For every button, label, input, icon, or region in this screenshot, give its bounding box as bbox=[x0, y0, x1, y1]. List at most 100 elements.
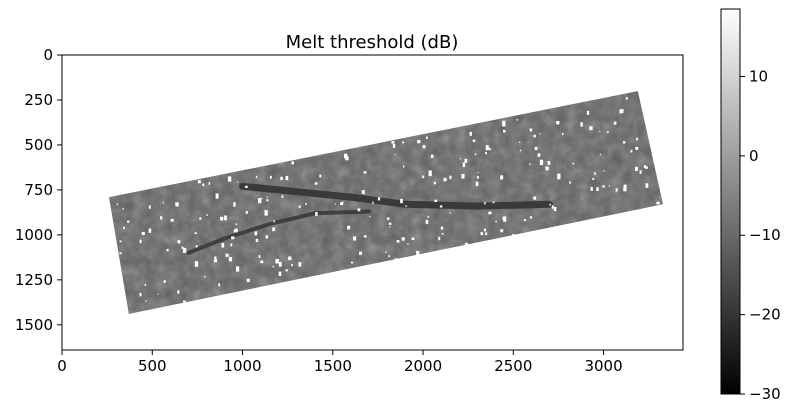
nodata-speckle bbox=[233, 202, 236, 207]
nodata-speckle bbox=[529, 163, 531, 166]
nodata-speckle bbox=[254, 231, 258, 236]
nodata-speckle bbox=[278, 271, 282, 276]
nodata-speckle bbox=[407, 243, 409, 245]
y-axis: 0 250 500 750 1000 1250 1500 bbox=[15, 46, 62, 334]
nodata-speckle bbox=[480, 232, 483, 236]
nodata-speckle bbox=[255, 175, 258, 178]
y-tick-label: 1250 bbox=[15, 271, 53, 289]
nodata-speckle bbox=[623, 184, 627, 188]
nodata-speckle bbox=[530, 216, 532, 219]
y-tick-label: 750 bbox=[24, 181, 53, 199]
nodata-speckle bbox=[586, 110, 590, 115]
nodata-speckle bbox=[625, 97, 628, 100]
colorbar-tick-label: −20 bbox=[749, 306, 781, 324]
nodata-speckle bbox=[440, 226, 444, 230]
nodata-speckle bbox=[272, 265, 275, 268]
x-tick-label: 0 bbox=[57, 357, 67, 375]
nodata-speckle bbox=[464, 158, 468, 163]
colorbar-gradient bbox=[720, 8, 741, 395]
nodata-speckle bbox=[645, 166, 648, 169]
nodata-speckle bbox=[369, 215, 371, 218]
nodata-speckle bbox=[127, 220, 130, 223]
nodata-speckle bbox=[503, 129, 506, 133]
x-tick-label: 500 bbox=[138, 357, 167, 375]
nodata-speckle bbox=[266, 196, 268, 198]
nodata-speckle bbox=[589, 126, 593, 131]
nodata-speckle bbox=[539, 133, 541, 135]
nodata-speckle bbox=[281, 195, 284, 198]
nodata-speckle bbox=[148, 205, 151, 209]
chart-title: Melt threshold (dB) bbox=[286, 32, 459, 53]
nodata-speckle bbox=[265, 235, 269, 239]
nodata-speckle bbox=[623, 187, 627, 192]
colorbar: 10 0 −10 −20 −30 bbox=[720, 8, 781, 403]
nodata-speckle bbox=[123, 226, 125, 229]
nodata-speckle bbox=[340, 202, 344, 206]
nodata-speckle bbox=[439, 205, 443, 208]
nodata-speckle bbox=[502, 120, 506, 127]
nodata-speckle bbox=[557, 173, 561, 180]
nodata-speckle bbox=[315, 212, 318, 216]
nodata-speckle bbox=[385, 251, 387, 253]
x-tick-label: 1500 bbox=[314, 357, 352, 375]
nodata-speckle bbox=[449, 175, 452, 180]
nodata-speckle bbox=[298, 262, 302, 267]
nodata-speckle bbox=[291, 161, 294, 165]
nodata-speckle bbox=[272, 227, 275, 232]
nodata-speckle bbox=[596, 187, 599, 191]
nodata-speckle bbox=[195, 245, 198, 248]
nodata-speckle bbox=[145, 300, 147, 302]
nodata-speckle bbox=[615, 188, 618, 192]
nodata-speckle bbox=[246, 278, 250, 282]
nodata-speckle bbox=[500, 229, 504, 233]
nodata-speckle bbox=[488, 211, 492, 215]
colorbar-tick-label: 0 bbox=[749, 147, 759, 165]
nodata-speckle bbox=[204, 275, 206, 278]
nodata-speckle bbox=[484, 228, 486, 231]
nodata-speckle bbox=[434, 199, 438, 202]
nodata-speckle bbox=[202, 183, 205, 186]
nodata-speckle bbox=[433, 181, 436, 185]
nodata-speckle bbox=[475, 181, 479, 187]
nodata-speckle bbox=[194, 261, 199, 267]
nodata-speckle bbox=[503, 216, 507, 222]
nodata-speckle bbox=[208, 182, 211, 185]
nodata-speckle bbox=[537, 153, 541, 157]
nodata-speckle bbox=[319, 174, 322, 178]
nodata-speckle bbox=[477, 176, 479, 179]
nodata-speckle bbox=[273, 220, 275, 223]
nodata-speckle bbox=[344, 153, 348, 159]
x-tick-label: 2000 bbox=[404, 357, 442, 375]
nodata-speckle bbox=[643, 165, 647, 168]
nodata-speckle bbox=[394, 154, 396, 156]
nodata-speckle bbox=[372, 201, 374, 204]
nodata-speckle bbox=[258, 255, 261, 258]
nodata-speckle bbox=[122, 208, 124, 210]
nodata-speckle bbox=[139, 292, 142, 297]
nodata-speckle bbox=[603, 170, 605, 172]
nodata-speckle bbox=[599, 131, 601, 132]
x-tick-label: 2500 bbox=[494, 357, 532, 375]
nodata-speckle bbox=[622, 141, 626, 144]
nodata-speckle bbox=[362, 190, 365, 194]
nodata-speckle bbox=[443, 177, 447, 182]
nodata-speckle bbox=[401, 237, 405, 241]
nodata-speckle bbox=[351, 261, 354, 264]
nodata-speckle bbox=[426, 136, 428, 139]
nodata-speckle bbox=[388, 255, 390, 258]
nodata-speckle bbox=[221, 243, 225, 248]
nodata-speckle bbox=[163, 280, 166, 283]
nodata-speckle bbox=[224, 215, 227, 221]
nodata-speckle bbox=[438, 236, 441, 241]
nodata-speckle bbox=[288, 256, 292, 261]
nodata-speckle bbox=[197, 180, 201, 184]
nodata-speckle bbox=[403, 165, 405, 168]
nodata-speckle bbox=[269, 175, 272, 179]
colorbar-tick-label: −30 bbox=[749, 385, 781, 403]
nodata-speckle bbox=[556, 121, 560, 125]
nodata-speckle bbox=[425, 219, 429, 224]
nodata-speckle bbox=[469, 131, 472, 136]
nodata-speckle bbox=[231, 236, 235, 240]
nodata-speckle bbox=[206, 213, 208, 216]
nodata-speckle bbox=[245, 185, 248, 188]
